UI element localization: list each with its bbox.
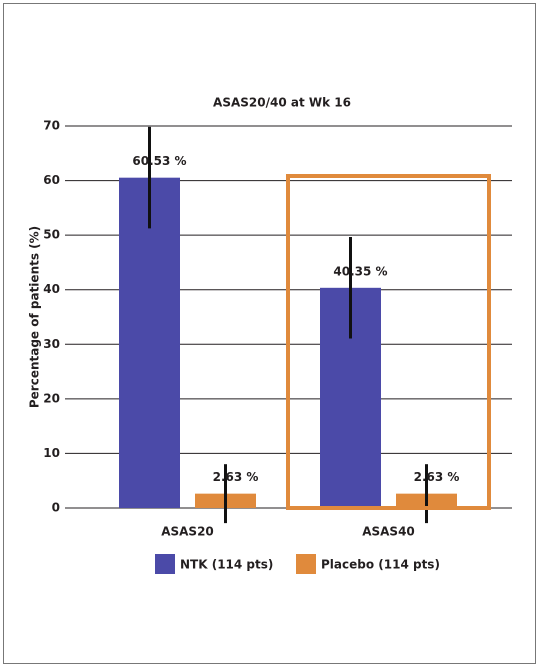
bar [119,177,180,508]
highlight-box [286,174,491,510]
legend-swatch [155,554,175,574]
y-tick-label: 30 [43,337,60,351]
x-tick-label: ASAS40 [362,525,415,539]
legend-swatch [296,554,316,574]
legend-label: Placebo (114 pts) [321,558,440,572]
y-tick-label: 10 [43,446,60,460]
y-tick-label: 60 [43,173,60,187]
y-tick-label: 20 [43,391,60,405]
y-tick-label: 40 [43,282,60,296]
legend-label: NTK (114 pts) [180,558,273,572]
chart-title: ASAS20/40 at Wk 16 [213,96,351,110]
y-axis-label: Percentage of patients (%) [28,226,42,408]
data-label: 2.63 % [414,470,460,484]
frame [3,3,536,664]
data-label: 40.35 % [333,264,387,278]
y-tick-label: 50 [43,228,60,242]
x-tick-label: ASAS20 [161,525,214,539]
plot: 0 10 20 30 40 50 60 70 ASAS20 60.53 % 2.63 % ASAS40… [43,119,512,574]
data-label: 2.63 % [213,470,259,484]
y-tick-label: 70 [43,119,60,133]
data-label: 60.53 % [132,154,186,168]
y-tick-label: 0 [52,501,60,515]
